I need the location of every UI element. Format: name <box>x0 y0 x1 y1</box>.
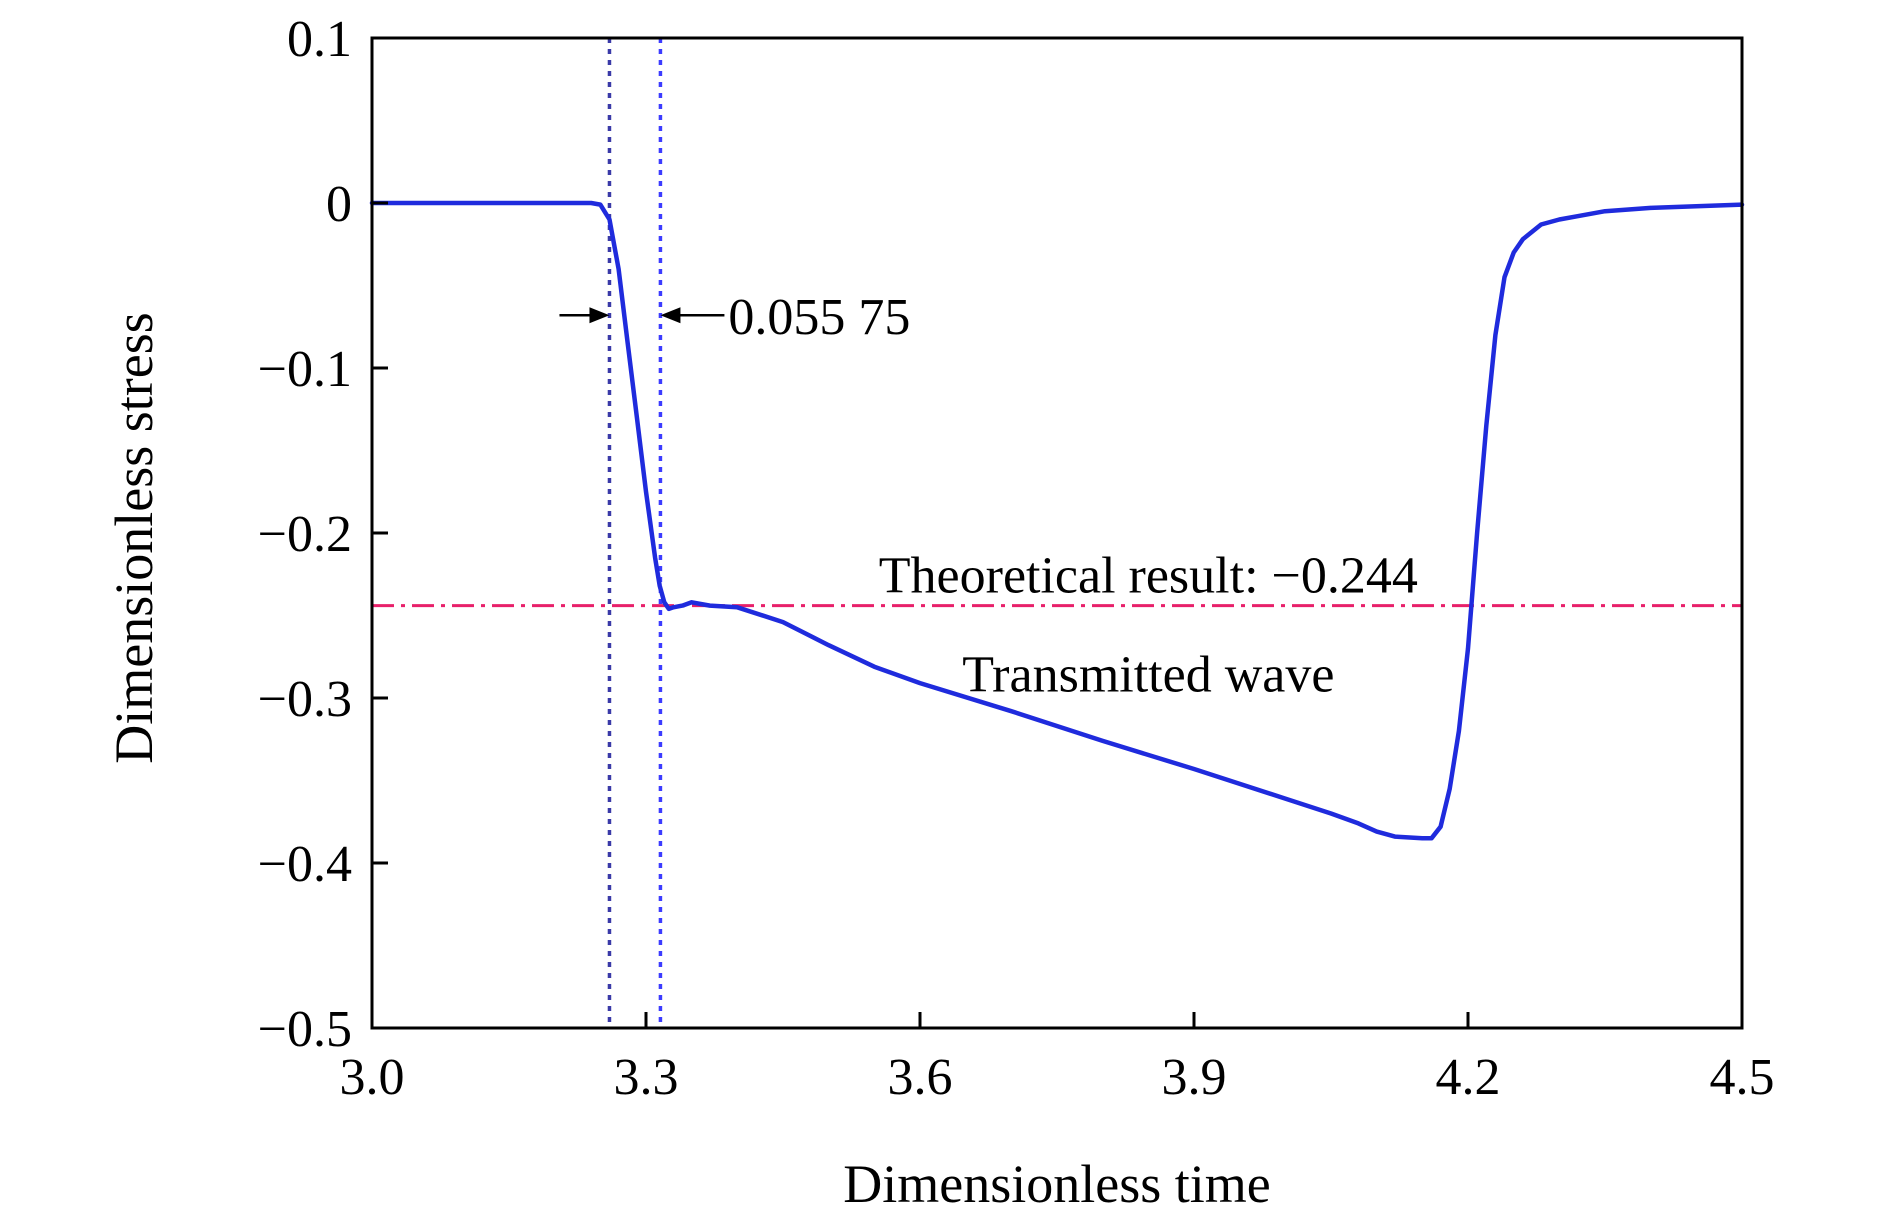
annotations: 0.055 75 Theoretical result: −0.244 Tran… <box>559 289 1418 703</box>
theoretical-result-label: Theoretical result: −0.244 <box>879 547 1418 604</box>
interval-arrowhead-left <box>589 307 610 324</box>
x-tick-label: 3.6 <box>888 1049 953 1106</box>
y-tick-label: −0.2 <box>258 506 352 563</box>
transmitted-wave-line <box>369 200 1745 841</box>
y-tick-label: −0.5 <box>258 1001 352 1058</box>
transmitted-wave-label: Transmitted wave <box>962 646 1334 703</box>
x-tick-label: 3.0 <box>340 1049 405 1106</box>
y-tick-label: −0.1 <box>258 341 352 398</box>
y-tick-label: 0.1 <box>287 11 352 68</box>
y-axis-title: Dimensionless stress <box>104 312 164 764</box>
x-axis-title: Dimensionless time <box>843 1154 1270 1214</box>
x-axis: 3.0 3.3 3.6 3.9 4.2 4.5 <box>340 1012 1775 1106</box>
series-layer <box>369 200 1745 841</box>
y-tick-label: −0.4 <box>258 836 352 893</box>
y-tick-label: −0.3 <box>258 671 352 728</box>
x-tick-label: 4.2 <box>1436 1049 1501 1106</box>
y-tick-label: 0 <box>326 176 352 233</box>
x-tick-label: 3.3 <box>614 1049 679 1106</box>
x-tick-label: 3.9 <box>1162 1049 1227 1106</box>
interval-arrowhead-right <box>660 307 681 324</box>
x-tick-label: 4.5 <box>1710 1049 1775 1106</box>
interval-label: 0.055 75 <box>728 289 910 346</box>
reference-lines <box>372 38 1742 1028</box>
y-axis: 0.1 0 −0.1 −0.2 −0.3 −0.4 −0.5 <box>258 11 388 1058</box>
plot-frame <box>370 36 1744 1030</box>
